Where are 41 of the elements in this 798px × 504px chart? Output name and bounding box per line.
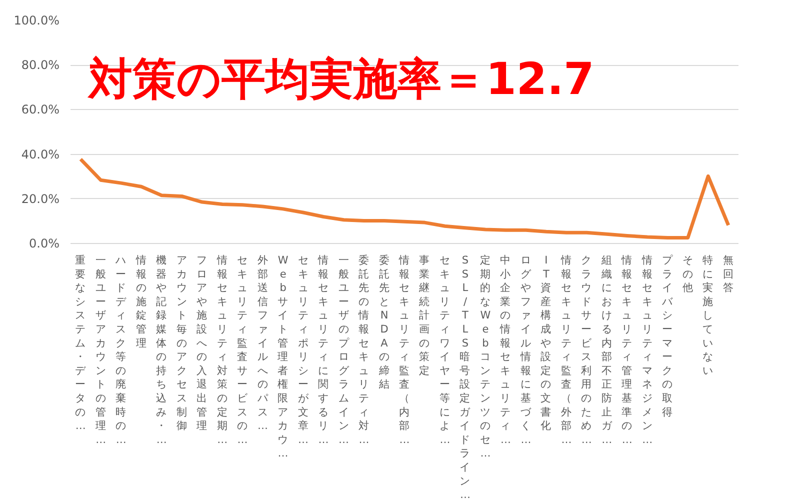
category-label: 重要なシステム・データの… — [75, 254, 86, 432]
y-tick-label: 100.0% — [14, 14, 60, 28]
category-label: 委託先とNDAの締結 — [378, 254, 390, 391]
category-label: 中小企業の情報セキュリティ… — [500, 254, 512, 446]
category-label: セキュリティ監査サービスの… — [237, 254, 248, 446]
category-label: 一般ユーザアカウントの管理… — [95, 254, 106, 446]
y-tick-label: 80.0% — [21, 58, 60, 72]
y-tick-label: 60.0% — [21, 102, 60, 117]
category-label: クラウドサービス利用のため… — [581, 254, 592, 446]
category-label: SSL/TLS暗号設定ガイドライン… — [460, 254, 471, 502]
line-series — [78, 157, 730, 240]
category-label: 外部送信ファイルへのパス… — [257, 254, 268, 432]
category-label: 情報セキュリティ管理基準の… — [622, 254, 633, 446]
category-label: 情報セキュリティ対策の定期… — [216, 254, 228, 446]
y-tick-label: 0.0% — [29, 236, 60, 250]
x-tick-label: 無回答 — [722, 254, 734, 294]
category-label: ハードディスク等の廃棄時の… — [116, 254, 127, 446]
category-label: IT資産構成や設定の文書化 — [540, 254, 552, 432]
category-label: 委託先の情報セキュリティ対… — [358, 254, 370, 446]
category-label: セキュリティポリシーが文章… — [298, 254, 309, 446]
category-label: 機器や記録媒体の持ち込み・… — [156, 254, 168, 446]
category-label: 一般ユーザのプログラムイン… — [338, 254, 350, 446]
category-label: 情報セキュリティマネジメン… — [642, 254, 653, 446]
category-label: 情報セキュリティに関するリ… — [318, 254, 330, 446]
x-tick-label: その他 — [682, 254, 694, 294]
x-tick-label: 情報の施錠管理 — [134, 254, 147, 350]
category-label: Webサイト管理者権限アカウ… — [278, 254, 289, 460]
category-label: 定期的なWebコンテンツのセ… — [480, 254, 491, 460]
category-label: セキュリティワイヤー等によ… — [439, 254, 450, 446]
category-label: 情報セキュリティ監査（内部… — [399, 254, 410, 446]
category-label: 組織における内部不正防止ガ… — [601, 254, 612, 446]
category-label: 情報セキュリティ監査（外部… — [560, 254, 572, 446]
annotation: 対策の平均実施率＝12.7 — [86, 54, 594, 106]
y-tick-label: 20.0% — [21, 192, 60, 206]
category-label: アカウント毎のアクセス制御 — [176, 254, 188, 432]
category-label: 事業継続計画の策定 — [419, 254, 430, 377]
category-label: プライバシーマークの取得 — [662, 254, 674, 418]
y-tick-label: 40.0% — [21, 147, 60, 162]
category-label: フロアや施設への入退出管理 — [196, 254, 208, 432]
category-label: ログやファイル情報に基づく… — [520, 254, 532, 446]
category-label: 特に実施していない — [702, 254, 714, 377]
